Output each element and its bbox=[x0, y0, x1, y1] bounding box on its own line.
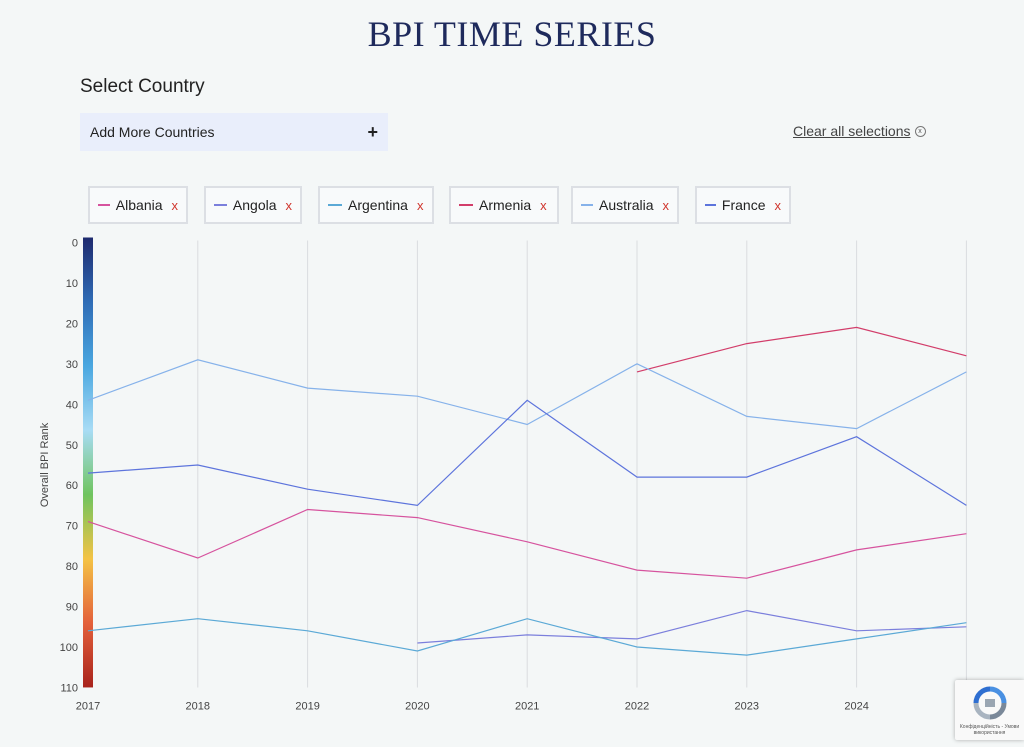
page-title: BPI TIME SERIES bbox=[367, 14, 657, 54]
bpi-line-chart: 0 10 20 30 40 50 60 70 80 90 100 110 2017 2018 2019 202… bbox=[39, 237, 969, 712]
remove-chip-button[interactable]: x bbox=[540, 197, 547, 213]
y-tick-label: 100 bbox=[60, 642, 78, 654]
y-tick-label: 40 bbox=[66, 399, 78, 411]
clear-all-selections-link[interactable]: Clear all selections x bbox=[793, 123, 926, 139]
y-axis-label: Overall BPI Rank bbox=[39, 422, 51, 507]
x-tick-label: 2019 bbox=[295, 700, 319, 712]
remove-chip-button[interactable]: x bbox=[285, 197, 293, 213]
y-tick-label: 90 bbox=[66, 602, 78, 614]
x-tick-label: 2024 bbox=[844, 700, 868, 712]
legend-line-swatch bbox=[581, 204, 594, 206]
rank-colorbar bbox=[83, 237, 93, 688]
chip-label: Argentina bbox=[348, 197, 408, 213]
series-line-france bbox=[87, 399, 967, 507]
recaptcha-terms: Конфіденційність - Умови використання bbox=[959, 724, 1020, 736]
remove-chip-button[interactable]: x bbox=[416, 197, 424, 213]
add-countries-dropdown[interactable]: Add More Countries + bbox=[80, 113, 388, 151]
series-line-angola bbox=[417, 609, 967, 644]
legend-line-swatch bbox=[459, 204, 473, 206]
y-tick-label: 0 bbox=[72, 238, 78, 250]
y-tick-label: 30 bbox=[66, 359, 78, 371]
x-tick-label: 2017 bbox=[76, 700, 100, 712]
chip-albania: Albania x bbox=[88, 186, 188, 224]
y-tick-label: 20 bbox=[66, 318, 78, 330]
y-tick-label: 80 bbox=[66, 561, 78, 573]
y-tick-label: 110 bbox=[60, 682, 78, 694]
add-countries-label: Add More Countries bbox=[90, 124, 215, 140]
chip-label: France bbox=[721, 197, 766, 213]
plus-icon: + bbox=[367, 121, 378, 142]
chip-label: Angola bbox=[232, 197, 277, 213]
recaptcha-badge[interactable]: Конфіденційність - Умови використання bbox=[955, 680, 1024, 740]
legend-line-swatch bbox=[328, 204, 342, 206]
y-tick-label: 60 bbox=[66, 480, 78, 492]
legend-line-swatch bbox=[705, 204, 716, 206]
x-tick-label: 2018 bbox=[186, 700, 210, 712]
series-line-australia bbox=[87, 359, 967, 430]
circle-close-icon: x bbox=[914, 125, 926, 137]
x-tick-label: 2023 bbox=[735, 700, 759, 712]
clear-all-label: Clear all selections bbox=[793, 123, 911, 139]
y-tick-label: 10 bbox=[66, 278, 78, 290]
chip-argentina: Argentina x bbox=[318, 186, 434, 224]
x-tick-label: 2020 bbox=[405, 700, 429, 712]
y-tick-label: 70 bbox=[66, 521, 78, 533]
remove-chip-button[interactable]: x bbox=[171, 197, 179, 213]
series-line-argentina bbox=[87, 618, 967, 656]
recaptcha-icon bbox=[973, 686, 1007, 720]
chip-france: France x bbox=[695, 186, 791, 224]
remove-chip-button[interactable]: x bbox=[662, 197, 670, 213]
chip-label: Armenia bbox=[479, 197, 532, 213]
chip-angola: Angola x bbox=[204, 186, 302, 224]
chip-label: Albania bbox=[115, 197, 163, 213]
chip-label: Australia bbox=[599, 197, 654, 213]
chip-australia: Australia x bbox=[571, 186, 679, 224]
legend-line-swatch bbox=[98, 204, 110, 206]
series-line-armenia bbox=[636, 326, 967, 373]
x-tick-label: 2021 bbox=[515, 700, 539, 712]
select-country-label: Select Country bbox=[80, 76, 205, 97]
y-tick-label: 50 bbox=[66, 440, 78, 452]
chip-armenia: Armenia x bbox=[449, 186, 559, 224]
remove-chip-button[interactable]: x bbox=[774, 197, 782, 213]
legend-line-swatch bbox=[214, 204, 227, 206]
series-line-albania bbox=[87, 508, 967, 579]
x-tick-label: 2022 bbox=[625, 700, 649, 712]
